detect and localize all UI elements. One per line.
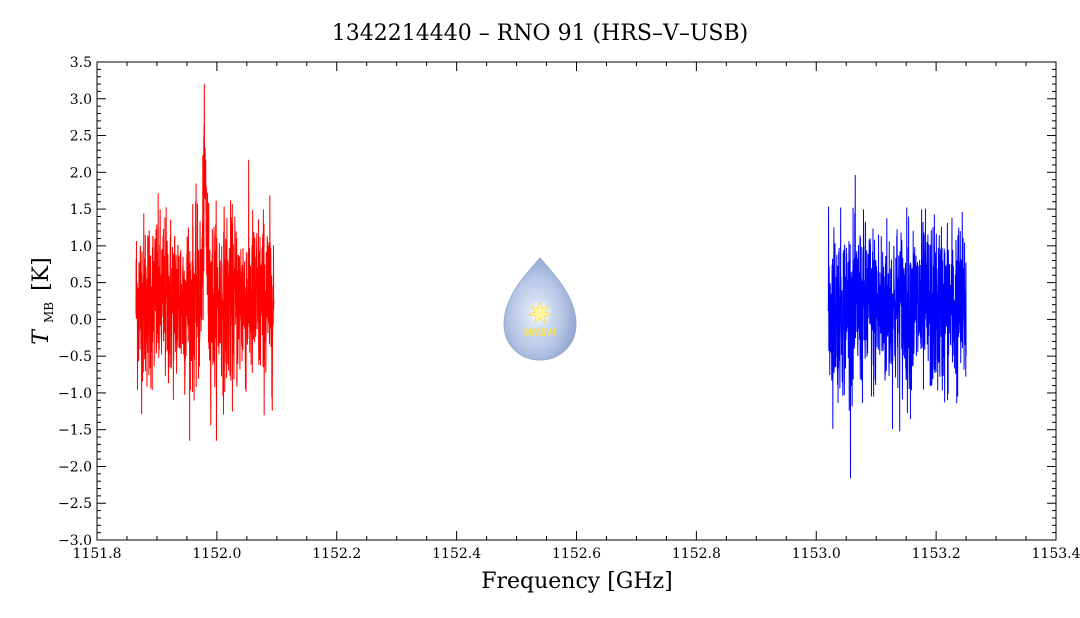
y-tick-label: 2.5: [70, 129, 92, 145]
y-axis-label-unit: [K]: [29, 257, 54, 291]
x-tick-label: 1152.8: [672, 546, 721, 562]
y-tick-label: −1.0: [58, 386, 92, 402]
x-tick-label: 1152.6: [552, 546, 601, 562]
y-tick-label: 3.0: [70, 92, 92, 108]
y-tick-label: 0.0: [70, 312, 92, 328]
x-tick-label: 1152.4: [432, 546, 481, 562]
x-tick-label: 1152.0: [192, 546, 241, 562]
x-tick-label: 1152.2: [312, 546, 361, 562]
y-tick-label: −1.5: [58, 423, 92, 439]
x-tick-label: 1153.4: [1032, 546, 1080, 562]
y-tick-label: 3.5: [70, 55, 92, 71]
chart-title: 1342214440 – RNO 91 (HRS–V–USB): [332, 21, 748, 46]
wish-logo: WISH: [503, 257, 577, 361]
y-axis-label-symbol: T: [29, 328, 54, 345]
spectrum-series-blue: [827, 174, 967, 479]
y-tick-label: −2.5: [58, 496, 92, 512]
y-tick-label: 0.5: [70, 276, 92, 292]
spectrum-series-red: [135, 84, 275, 441]
y-tick-label: 2.0: [70, 165, 92, 181]
y-tick-label: −3.0: [58, 533, 92, 549]
y-tick-label: 1.0: [70, 239, 92, 255]
x-tick-label: 1153.0: [792, 546, 841, 562]
x-axis-label: Frequency [GHz]: [481, 569, 673, 594]
wish-logo-text: WISH: [523, 326, 556, 339]
x-tick-label: 1153.2: [912, 546, 961, 562]
y-tick-label: −2.0: [58, 459, 92, 475]
y-axis-label: T MB [K]: [29, 257, 59, 344]
x-tick-label: 1151.8: [73, 546, 122, 562]
star-icon: [528, 301, 552, 324]
y-tick-label: −0.5: [58, 349, 92, 365]
svg-text:T MB [K]: T MB [K]: [29, 257, 59, 344]
y-tick-label: 1.5: [70, 202, 92, 218]
y-axis-label-subscript: MB: [42, 302, 56, 323]
